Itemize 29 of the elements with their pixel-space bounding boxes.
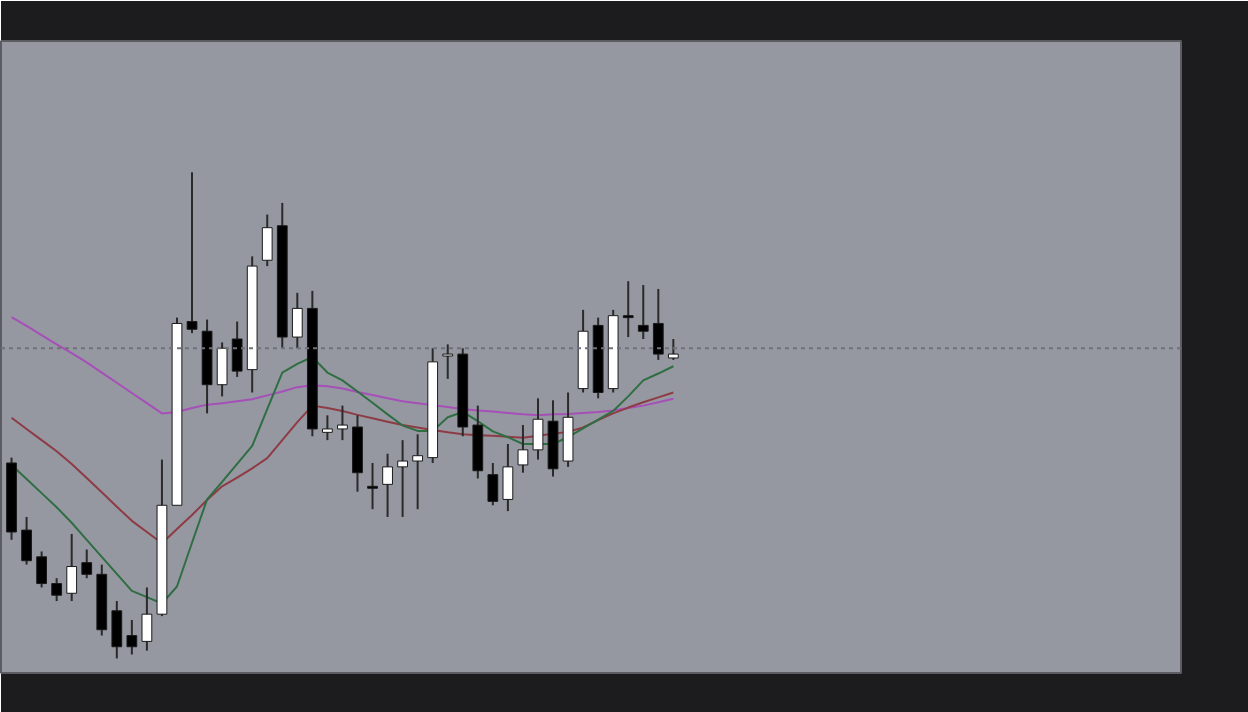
- candlestick: [322, 414, 333, 442]
- candlestick: [291, 291, 303, 350]
- candlestick: [502, 443, 514, 513]
- candlestick: [667, 338, 679, 361]
- candlestick: [367, 461, 378, 511]
- candlestick: [111, 600, 123, 660]
- candlestick: [126, 619, 138, 656]
- candlestick: [231, 320, 243, 378]
- candlestick: [66, 532, 78, 603]
- candlestick: [487, 461, 499, 507]
- candlestick: [261, 213, 273, 268]
- candlestick: [382, 452, 393, 518]
- candlestick: [472, 404, 484, 480]
- candlestick: [21, 515, 32, 566]
- candlestick: [412, 433, 424, 511]
- candlestick: [622, 280, 634, 339]
- candlestick: [517, 424, 529, 474]
- candlestick: [36, 550, 47, 589]
- candlestick: [562, 391, 574, 468]
- candlestick: [216, 341, 228, 398]
- candlestick: [81, 548, 93, 580]
- candlestick: [397, 439, 408, 518]
- candlestick: [637, 284, 649, 341]
- candlestick: [442, 343, 454, 380]
- candlestick: [652, 287, 664, 361]
- candlestick: [51, 577, 63, 603]
- candlestick: [337, 404, 348, 442]
- candlestick: [352, 414, 363, 493]
- candlestick: [141, 586, 153, 652]
